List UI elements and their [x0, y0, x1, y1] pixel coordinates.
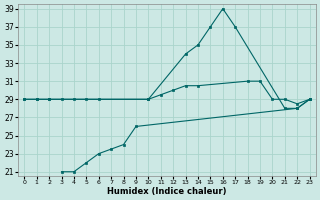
X-axis label: Humidex (Indice chaleur): Humidex (Indice chaleur)	[107, 187, 227, 196]
